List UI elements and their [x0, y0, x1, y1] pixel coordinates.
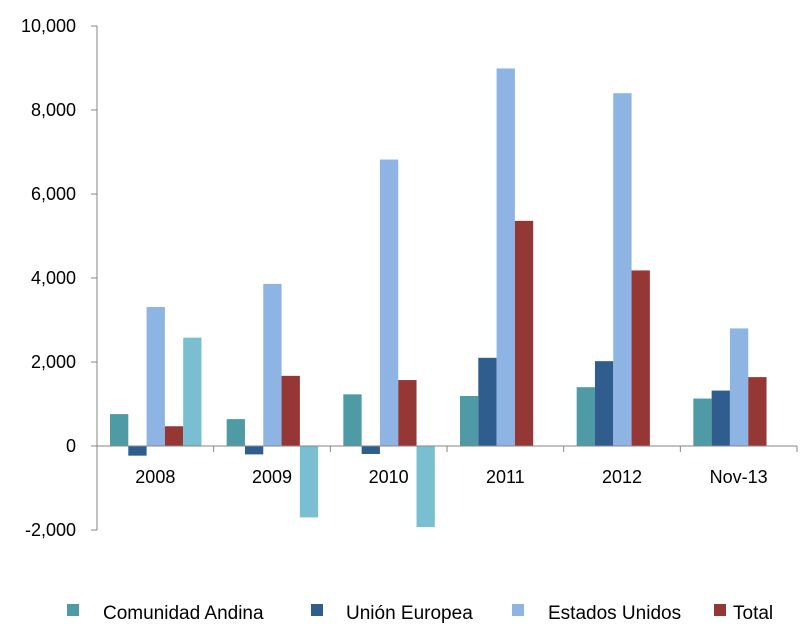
bar [343, 394, 362, 446]
bar [748, 377, 767, 446]
bar [693, 398, 712, 446]
y-tick-label: -2,000 [25, 520, 76, 540]
bar [128, 446, 147, 456]
y-tick-label: 2,000 [31, 352, 76, 372]
bar [711, 390, 730, 446]
x-tick-label: 2012 [602, 467, 642, 487]
y-tick-label: 6,000 [31, 184, 76, 204]
y-tick-label: 4,000 [31, 268, 76, 288]
bar [613, 93, 632, 446]
bar [496, 68, 515, 447]
bar [416, 446, 435, 528]
x-tick-label: 2011 [486, 467, 525, 487]
bar [361, 446, 380, 454]
x-tick-label: 2009 [252, 467, 292, 487]
bar [729, 328, 749, 446]
legend-label: Total [733, 603, 773, 624]
legend-swatch [67, 604, 79, 616]
y-tick-label: 0 [66, 436, 76, 456]
legend-swatch [714, 604, 726, 616]
y-tick-label: 10,000 [21, 16, 76, 36]
y-tick-label: 8,000 [31, 100, 76, 120]
bar [576, 387, 595, 446]
bar [164, 426, 184, 446]
bar [263, 283, 282, 446]
x-axis: 2008 2009 2010 2011 2012 Nov-13 [97, 445, 798, 487]
bar [226, 419, 245, 446]
legend-label: Estados Unidos [548, 603, 681, 624]
bar [631, 270, 650, 446]
bar [398, 380, 417, 446]
bar [110, 414, 129, 446]
bar [146, 306, 165, 446]
bar [281, 375, 300, 446]
legend: Comunidad Andina Unión Europea Estados Uni… [67, 603, 773, 624]
x-tick-label: 2010 [369, 467, 409, 487]
bar [183, 337, 202, 446]
legend-label: Unión Europea [346, 603, 473, 624]
bar [299, 446, 319, 518]
legend-swatch [512, 604, 524, 616]
legend-swatch [311, 604, 323, 616]
bar [244, 446, 264, 455]
bar [379, 159, 399, 446]
bar [460, 396, 479, 446]
bar [514, 220, 534, 446]
x-tick-label: Nov-13 [710, 467, 768, 487]
bar [594, 361, 614, 446]
x-tick-label: 2008 [135, 467, 175, 487]
legend-label: Comunidad Andina [103, 603, 264, 624]
bars [110, 68, 767, 528]
y-axis: 10,000 8,000 6,000 4,000 2,000 0 -2,000 [21, 16, 98, 540]
bar [478, 357, 497, 446]
